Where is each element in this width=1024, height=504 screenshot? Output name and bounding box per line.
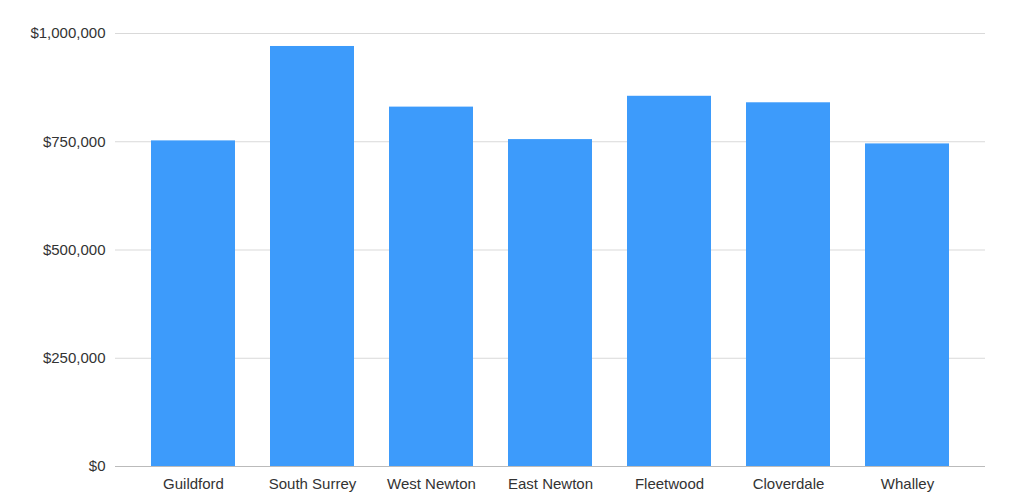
svg-text:South Surrey: South Surrey <box>269 475 357 492</box>
svg-text:$0: $0 <box>89 457 106 474</box>
svg-text:$750,000: $750,000 <box>43 133 106 150</box>
svg-text:East Newton: East Newton <box>508 475 593 492</box>
svg-text:Whalley: Whalley <box>881 475 935 492</box>
svg-text:Cloverdale: Cloverdale <box>753 475 825 492</box>
svg-text:Guildford: Guildford <box>163 475 224 492</box>
svg-text:$500,000: $500,000 <box>43 241 106 258</box>
svg-text:Fleetwood: Fleetwood <box>635 475 704 492</box>
svg-text:West Newton: West Newton <box>387 475 476 492</box>
svg-text:$1,000,000: $1,000,000 <box>30 24 105 41</box>
svg-text:$250,000: $250,000 <box>43 349 106 366</box>
